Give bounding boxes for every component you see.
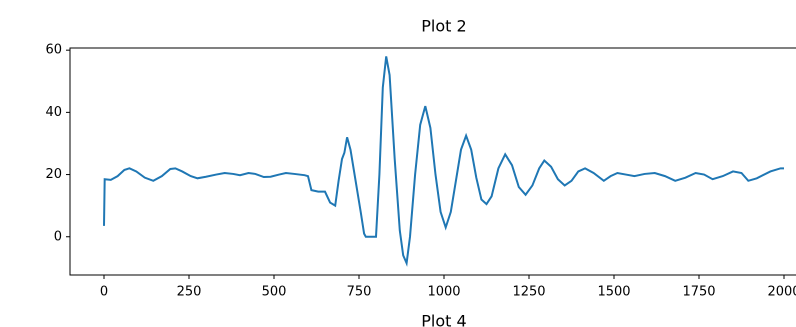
x-tick-label: 2000	[767, 285, 796, 300]
line	[103, 56, 784, 267]
x-tick-label: 1250	[512, 285, 545, 300]
x-tick-label: 250	[177, 285, 202, 300]
y-tick-label: 0	[54, 229, 62, 244]
x-tick-label: 1500	[597, 285, 630, 300]
x-tick-label: 0	[100, 285, 108, 300]
x-tick-label: 500	[262, 285, 287, 300]
x-tick-label: 750	[347, 285, 372, 300]
x-tick-label: 1750	[682, 285, 715, 300]
y-tick-label: 20	[45, 167, 62, 182]
axes-frame	[69, 47, 796, 276]
chart-title: Plot 4	[421, 312, 466, 327]
x-tick-label: 1000	[427, 285, 460, 300]
y-tick-label: 60	[45, 43, 62, 58]
chart-title: Plot 2	[421, 17, 466, 36]
y-tick-label: 40	[45, 105, 62, 120]
